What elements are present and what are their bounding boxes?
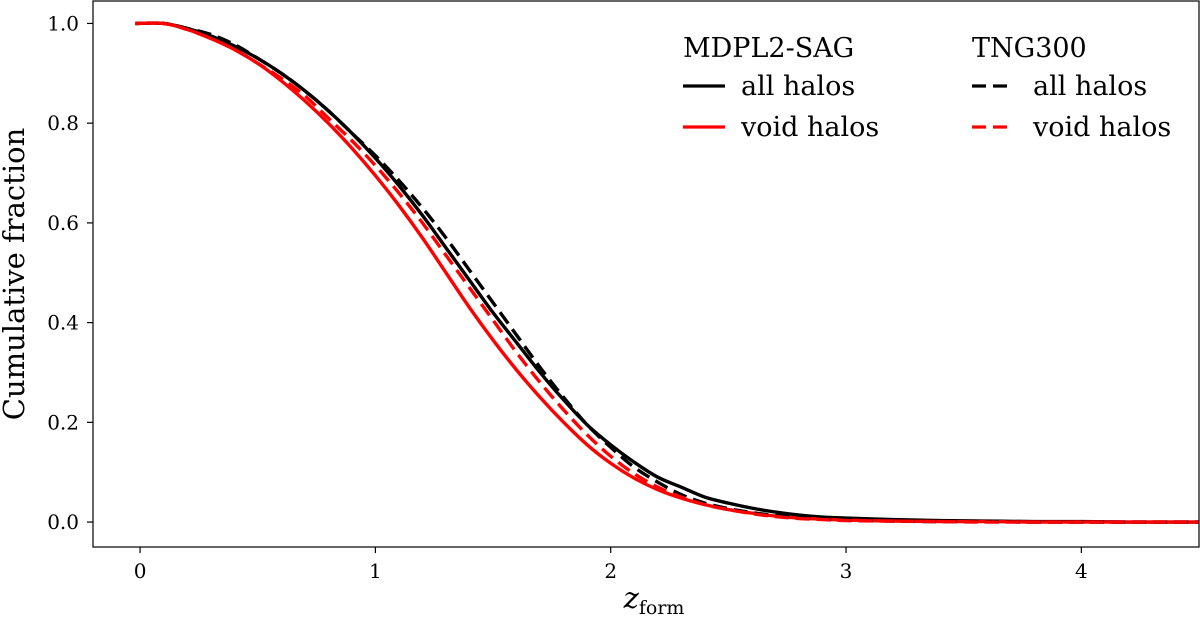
y-axis-label: Cumulative fraction xyxy=(0,128,31,421)
x-tick-label: 0 xyxy=(134,559,147,583)
series-line-tng300-void xyxy=(135,21,1199,524)
legend-label-mdpl2-void: void halos xyxy=(740,112,879,143)
x-axis-label: zform xyxy=(623,581,685,619)
series-layer xyxy=(135,21,1200,524)
x-axis-label-subscript: form xyxy=(639,597,685,619)
x-tick-label: 2 xyxy=(604,559,617,583)
y-tick-label: 0.6 xyxy=(47,211,79,235)
legend: MDPL2-SAG all halos void halos TNG300 al… xyxy=(683,33,1171,143)
plot-frame xyxy=(92,0,1200,548)
x-tick-label: 1 xyxy=(369,559,382,583)
x-tick-label: 3 xyxy=(840,559,853,583)
y-tick-label: 0.2 xyxy=(47,410,79,434)
ticks-layer: 0 1 2 3 4 0.0 0.2 0.4 0.6 0.8 1.0 xyxy=(47,11,1088,583)
x-tick-label: 4 xyxy=(1075,559,1088,583)
legend-title-tng300: TNG300 xyxy=(972,33,1087,64)
x-axis-label-main: z xyxy=(623,581,640,615)
legend-label-tng300-void: void halos xyxy=(1032,112,1171,143)
legend-label-mdpl2-all: all halos xyxy=(741,71,855,102)
y-tick-label: 0.4 xyxy=(47,311,79,335)
y-tick-label: 0.0 xyxy=(47,510,79,534)
y-tick-label: 1.0 xyxy=(47,11,79,35)
y-tick-label: 0.8 xyxy=(47,111,79,135)
legend-title-mdpl2: MDPL2-SAG xyxy=(683,33,854,64)
legend-label-tng300-all: all halos xyxy=(1033,71,1147,102)
